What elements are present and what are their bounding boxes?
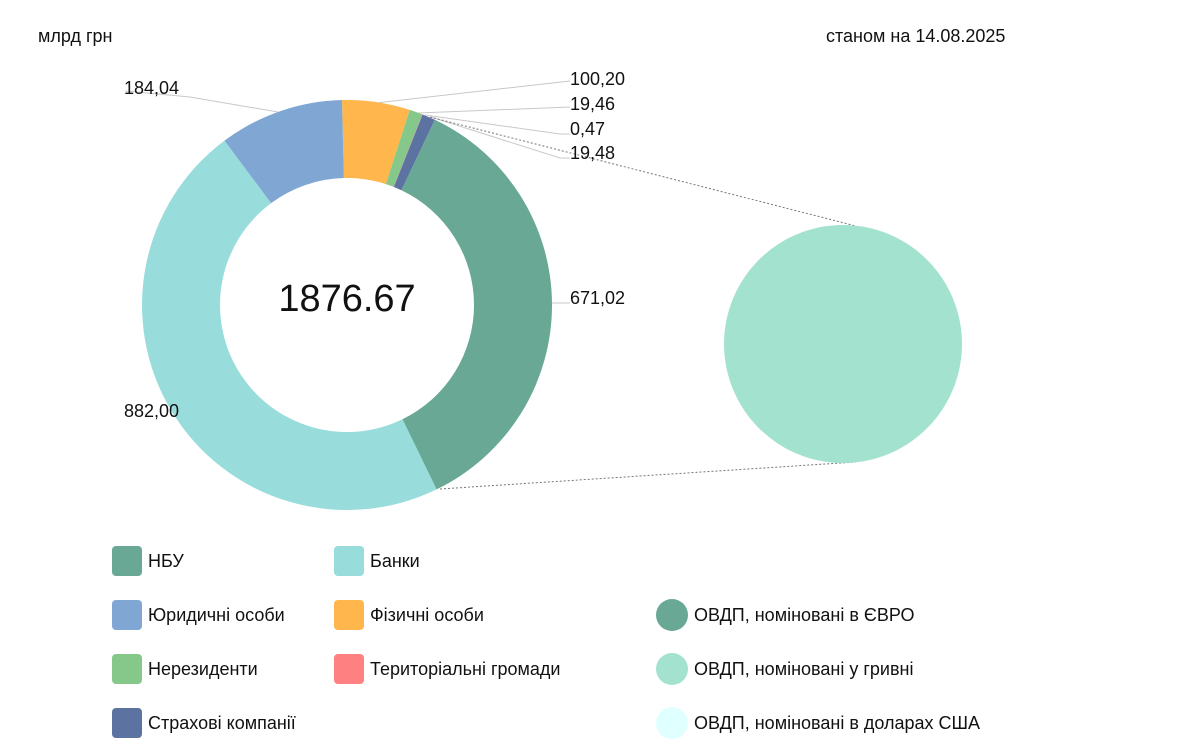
leader-line <box>417 106 571 114</box>
legend-label: Банки <box>370 550 420 571</box>
leader-line <box>424 114 570 135</box>
legend-item: ОВДП, номіновані у гривні <box>656 653 913 685</box>
legend-label: ОВДП, номіновані у гривні <box>694 658 914 679</box>
slice-6 <box>224 100 344 204</box>
data-label-strakh: 19,48 <box>570 143 616 163</box>
data-label-banky: 882,00 <box>124 401 180 421</box>
leader-line <box>375 80 571 104</box>
legend-label: Юридичні особи <box>148 604 285 625</box>
slice-0 <box>341 100 410 185</box>
data-label-yur: 184,04 <box>124 78 180 98</box>
legend-swatch <box>112 546 142 576</box>
legend-label: ОВДП, номіновані в доларах США <box>694 712 981 733</box>
legend-swatch <box>334 546 364 576</box>
legend-item: Нерезиденти <box>112 654 258 684</box>
date-label: станом на 14.08.2025 <box>826 26 1006 46</box>
data-label-nbu: 671,02 <box>570 288 626 308</box>
legend-swatch <box>334 654 364 684</box>
legend-item: Юридичні особи <box>112 600 285 630</box>
legend-swatch <box>112 708 142 738</box>
legend-item: Фізичні особи <box>334 600 484 630</box>
legend-item: ОВДП, номіновані в доларах США <box>656 707 980 739</box>
secondary-pie-hryvnia <box>724 225 962 463</box>
legend-item: ОВДП, номіновані в ЄВРО <box>656 599 914 631</box>
total-label: 1876.67 <box>278 278 416 320</box>
legend-swatch <box>334 600 364 630</box>
doughnut-chart <box>124 80 962 510</box>
legend-label: Страхові компанії <box>148 712 296 733</box>
data-label-fiz: 100,20 <box>570 69 626 89</box>
legend-swatch <box>112 600 142 630</box>
legend-swatch <box>112 654 142 684</box>
legend-label: Нерезиденти <box>148 658 258 679</box>
legend-swatch <box>656 653 688 685</box>
leader-line <box>124 90 279 113</box>
legend-label: Територіальні громади <box>370 658 561 679</box>
data-label-nerez: 19,46 <box>570 94 616 114</box>
unit-label: млрд грн <box>38 26 113 46</box>
slice-4 <box>401 119 552 490</box>
leader-line <box>430 116 570 159</box>
slice-1 <box>385 109 423 187</box>
legend-label: Фізичні особи <box>370 604 484 625</box>
connector-line <box>429 116 857 227</box>
legend-item: Банки <box>334 546 420 576</box>
legend-item: НБУ <box>112 546 184 576</box>
connector-line <box>439 461 857 490</box>
legend-item: Страхові компанії <box>112 708 296 738</box>
legend-swatch <box>656 599 688 631</box>
legend-swatch <box>656 707 688 739</box>
data-label-terr: 0,47 <box>570 119 606 139</box>
slice-2 <box>393 114 423 187</box>
slice-3 <box>393 114 435 191</box>
slice-5 <box>142 140 437 510</box>
legend-label: ОВДП, номіновані в ЄВРО <box>694 604 915 625</box>
legend-item: Територіальні громади <box>334 654 561 684</box>
legend-label: НБУ <box>148 550 184 571</box>
